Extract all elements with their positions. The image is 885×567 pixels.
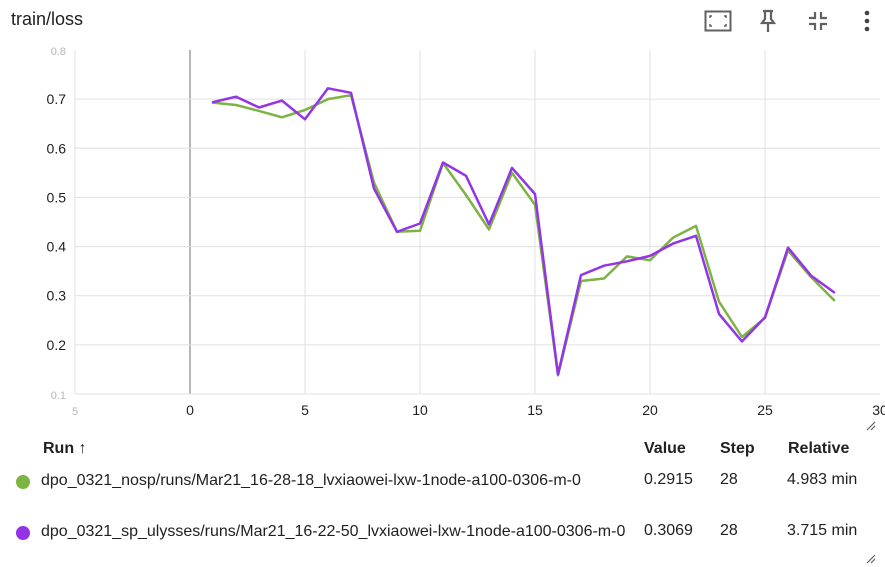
pin-button[interactable] [753, 6, 783, 36]
y-tick-label: 0.3 [47, 288, 67, 304]
run-column-header[interactable]: Run ↑ [43, 440, 87, 457]
x-tick-label: 25 [757, 402, 773, 418]
step-column-header[interactable]: Step [720, 440, 755, 457]
card-title: train/loss [11, 9, 84, 29]
value-column-header[interactable]: Value [644, 440, 686, 457]
run-name: dpo_0321_nosp/runs/Mar21_16-28-18_lvxiao… [41, 472, 581, 489]
y-tick-label: 0.7 [47, 91, 67, 107]
run-step: 28 [720, 522, 738, 539]
runs-table-header: Run ↑ Value Step Relative [0, 440, 885, 462]
x-tick-label: 5 [72, 406, 78, 418]
more-menu-button[interactable] [852, 6, 882, 36]
table-row[interactable]: dpo_0321_sp_ulysses/runs/Mar21_16-22-50_… [0, 521, 885, 565]
x-tick-label: 15 [527, 402, 543, 418]
pin-icon [759, 9, 777, 32]
series-line-1 [211, 87, 836, 376]
fit-domain-icon [704, 10, 732, 32]
x-tick-label: 0 [186, 402, 194, 418]
chart-area[interactable]: 0.1 0.2 0.3 0.4 0.5 0.6 0.7 0.8 5 0 5 10 15 20 25 30 [0, 44, 885, 434]
collapse-button[interactable] [803, 6, 833, 36]
y-tick-label: 0.5 [47, 189, 67, 205]
run-color-swatch [16, 475, 30, 489]
run-value: 0.2915 [644, 471, 693, 488]
run-color-swatch [16, 526, 30, 540]
table-row[interactable]: dpo_0321_nosp/runs/Mar21_16-28-18_lvxiao… [0, 470, 885, 514]
run-name: dpo_0321_sp_ulysses/runs/Mar21_16-22-50_… [41, 523, 626, 540]
x-tick-label: 10 [412, 402, 428, 418]
chart-resize-handle[interactable] [866, 421, 876, 431]
loss-line-chart[interactable]: 0.1 0.2 0.3 0.4 0.5 0.6 0.7 0.8 5 0 5 10 15 20 25 30 [0, 44, 885, 434]
y-tick-label: 0.2 [47, 337, 67, 353]
x-tick-label: 30 [872, 402, 885, 418]
series-line-0 [211, 93, 836, 377]
x-tick-label: 5 [301, 402, 309, 418]
y-tick-label: 0.6 [47, 140, 67, 156]
run-relative: 3.715 min [787, 522, 858, 539]
run-relative: 4.983 min [787, 471, 858, 488]
relative-column-header[interactable]: Relative [788, 440, 850, 457]
collapse-icon [809, 12, 827, 30]
fit-domain-button[interactable] [703, 6, 733, 36]
table-resize-handle[interactable] [866, 554, 876, 564]
y-tick-label: 0.8 [51, 46, 66, 58]
y-tick-label: 0.1 [51, 390, 66, 402]
run-step: 28 [720, 471, 738, 488]
y-tick-label: 0.4 [47, 239, 67, 255]
card-header: train/loss [0, 0, 885, 44]
x-tick-label: 20 [642, 402, 658, 418]
run-value: 0.3069 [644, 522, 693, 539]
more-vert-icon [864, 10, 870, 32]
